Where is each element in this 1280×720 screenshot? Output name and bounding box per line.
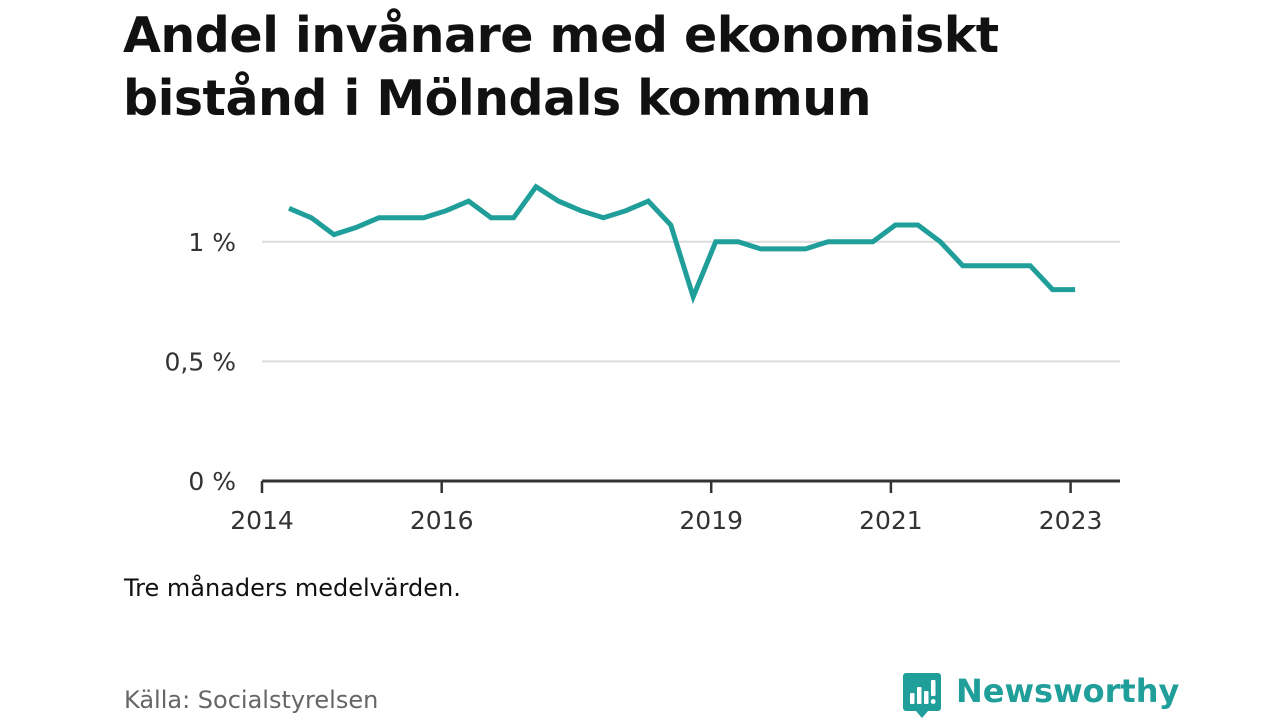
series-group (287, 183, 1077, 305)
data-point (826, 240, 830, 244)
x-axis: 2014 2016 2019 2021 2023 (230, 479, 1120, 535)
data-point (287, 206, 291, 210)
data-point (1006, 264, 1010, 268)
data-point (489, 216, 493, 220)
data-point (1051, 288, 1055, 292)
data-point (781, 247, 785, 251)
data-point (1028, 264, 1032, 268)
data-point (714, 240, 718, 244)
brand-name: Newsworthy (956, 672, 1180, 710)
data-point (444, 209, 448, 213)
data-point (601, 216, 605, 220)
x-tick-label: 2019 (679, 506, 743, 535)
data-point (354, 225, 358, 229)
data-point (332, 233, 336, 237)
y-axis-tick-labels: 0 % 0,5 % 1 % (165, 228, 236, 496)
data-point (579, 209, 583, 213)
data-point (669, 223, 673, 227)
data-point (399, 216, 403, 220)
data-point (938, 240, 942, 244)
y-tick-label: 1 % (188, 228, 236, 257)
source-text: Källa: Socialstyrelsen (124, 686, 379, 714)
brand-logo: Newsworthy (902, 670, 1179, 720)
data-point (983, 264, 987, 268)
chart-note: Tre månaders medelvärden. (124, 574, 461, 602)
data-point (309, 216, 313, 220)
y-tick-label: 0 % (188, 467, 236, 496)
series-line (288, 183, 1076, 305)
x-tick-label: 2016 (410, 506, 474, 535)
newsworthy-logo-icon (903, 673, 941, 718)
data-point (377, 216, 381, 220)
data-point (759, 247, 763, 251)
data-point (624, 209, 628, 213)
data-point (804, 247, 808, 251)
data-point (646, 199, 650, 203)
data-point (534, 185, 538, 189)
x-tick-label: 2014 (230, 506, 294, 535)
data-point (893, 223, 897, 227)
data-point (871, 240, 875, 244)
data-point (467, 199, 471, 203)
data-point (736, 240, 740, 244)
x-tick-label: 2023 (1039, 506, 1103, 535)
data-point (422, 216, 426, 220)
data-point (556, 199, 560, 203)
y-tick-label: 0,5 % (165, 347, 236, 376)
chart-title: Andel invånare med ekonomiskt bistånd i … (123, 7, 999, 127)
x-tick-label: 2021 (859, 506, 923, 535)
data-point (1073, 288, 1077, 292)
data-point (691, 295, 695, 299)
grid-lines (262, 240, 1120, 363)
data-point (848, 240, 852, 244)
data-point (961, 264, 965, 268)
data-point (916, 223, 920, 227)
data-point (512, 216, 516, 220)
